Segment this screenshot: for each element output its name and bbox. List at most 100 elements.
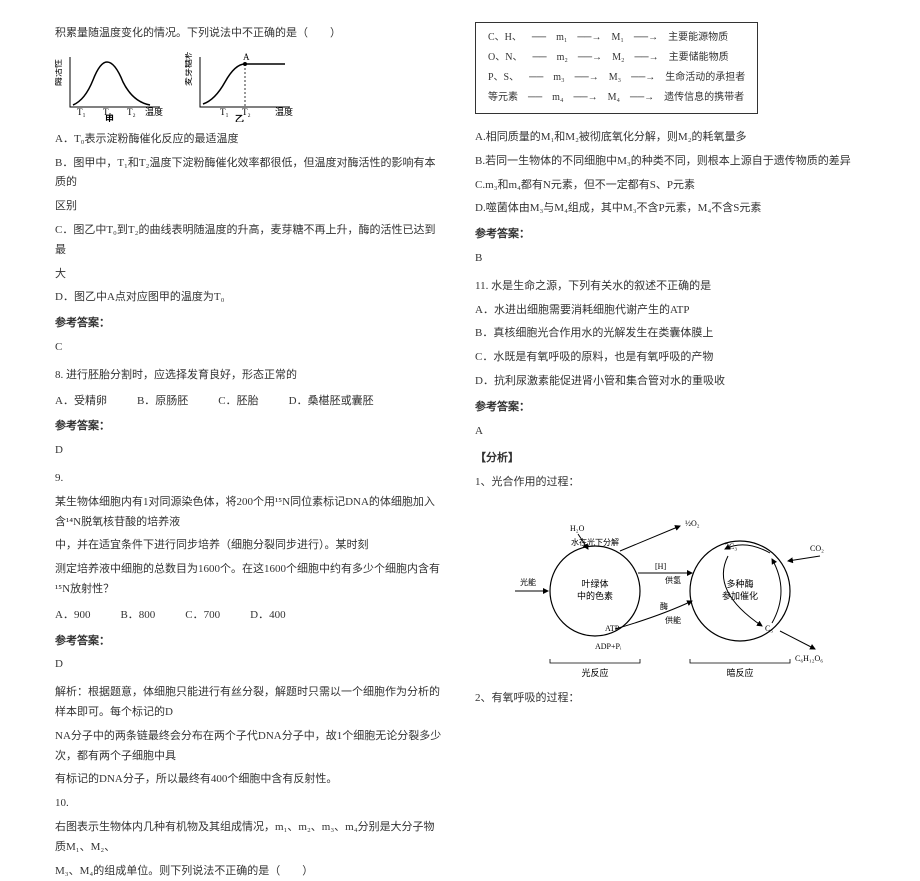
map-row-1: O、N、 ── m₂ ──→ M₂ ──→ 主要储能物质 xyxy=(484,49,749,67)
q10-optC: C.m₃和m₄都有N元素，但不一定都有S、P元素 xyxy=(475,176,865,196)
svg-text:CO₂: CO₂ xyxy=(810,544,824,553)
ans11: A xyxy=(475,422,865,442)
arrow-icon: ── xyxy=(522,89,548,107)
q8-a: A．受精卵 xyxy=(55,392,107,412)
q7-optD: D．图乙中A点对应图甲的温度为T₀ xyxy=(55,288,445,308)
svg-text:T₁: T₁ xyxy=(220,107,229,117)
arrow-icon: ──→ xyxy=(569,69,605,87)
q9-a: A．900 xyxy=(55,606,90,626)
q9: 9. xyxy=(55,469,445,489)
q9-2: 中，并在适宜条件下进行同步培养（细胞分裂同步进行）。某时刻 xyxy=(55,536,445,556)
arrow-icon: ──→ xyxy=(572,49,608,67)
svg-text:C₅: C₅ xyxy=(765,624,773,633)
charts: 酶活性 T₁ T₀ T₂ 温度 甲 A 麦芽糖积累量 T₁ T₂ 温度 乙 xyxy=(55,52,445,122)
q7-optB2: 区别 xyxy=(55,197,445,217)
composition-map: C、H、 ── m₁ ──→ M₁ ──→ 主要能源物质 O、N、 ── m₂ … xyxy=(475,22,758,114)
svg-text:供氢: 供氢 xyxy=(665,575,681,585)
q8-d: D．桑椹胚或囊胚 xyxy=(289,392,374,412)
analysis-label: 【分析】 xyxy=(475,449,865,469)
ans-label-8: 参考答案： xyxy=(55,417,445,437)
arrow-icon: ──→ xyxy=(567,89,603,107)
ana1: 1、光合作用的过程： xyxy=(475,473,865,493)
map-row-0: C、H、 ── m₁ ──→ M₁ ──→ 主要能源物质 xyxy=(484,29,749,47)
svg-text:麦芽糖积累量: 麦芽糖积累量 xyxy=(185,52,193,86)
q7-optC: C．图乙中T₀到T₂的曲线表明随温度的升高，麦芽糖不再上升，酶的活性已达到最 xyxy=(55,221,445,261)
arrow-icon: ──→ xyxy=(628,29,664,47)
map-row-3: 等元素 ── m₄ ──→ M₄ ──→ 遗传信息的携带者 xyxy=(484,89,749,107)
q11-a: A．水进出细胞需要消耗细胞代谢产生的ATP xyxy=(475,301,865,321)
q9-options: A．900 B．800 C．700 D．400 xyxy=(55,606,445,626)
svg-text:A: A xyxy=(243,52,250,62)
q7-optA: A．T₀表示淀粉酶催化反应的最适温度 xyxy=(55,130,445,150)
arrow-icon: ── xyxy=(523,69,549,87)
arrow-icon: ──→ xyxy=(624,89,660,107)
q10-2: M₃、M₄的组成单位。则下列说法不正确的是（ ） xyxy=(55,862,445,881)
svg-text:中的色素: 中的色素 xyxy=(577,590,613,601)
ans7: C xyxy=(55,338,445,358)
arrow-icon: ──→ xyxy=(628,49,664,67)
svg-text:水在光下分解: 水在光下分解 xyxy=(571,537,619,547)
photosynthesis-diagram: 叶绿体 中的色素 多种酶 参加催化 光能 H₂O 水在光下分解 ½O₂ [H] … xyxy=(510,501,830,681)
svg-text:温度: 温度 xyxy=(145,106,163,117)
chart-yi: A 麦芽糖积累量 T₁ T₂ 温度 乙 xyxy=(185,52,295,122)
right-column: C、H、 ── m₁ ──→ M₁ ──→ 主要能源物质 O、N、 ── m₂ … xyxy=(460,20,880,631)
exp9-3: 有标记的DNA分子，所以最终有400个细胞中含有反射性。 xyxy=(55,770,445,790)
map-row-2: P、S、 ── m₃ ──→ M₃ ──→ 生命活动的承担者 xyxy=(484,69,749,87)
q11-b: B．真核细胞光合作用水的光解发生在类囊体膜上 xyxy=(475,324,865,344)
q10-1: 右图表示生物体内几种有机物及其组成情况，m₁、m₂、m₃、m₄分别是大分子物质M… xyxy=(55,818,445,858)
q11-d: D．抗利尿激素能促进肾小管和集合管对水的重吸收 xyxy=(475,372,865,392)
ans8: D xyxy=(55,441,445,461)
svg-text:叶绿体: 叶绿体 xyxy=(581,578,608,589)
svg-text:光反应: 光反应 xyxy=(581,667,608,678)
ans-label-10: 参考答案： xyxy=(475,225,865,245)
q10: 10. xyxy=(55,794,445,814)
ans-label-7: 参考答案： xyxy=(55,314,445,334)
exp9-1: 解析：根据题意，体细胞只能进行有丝分裂，解题时只需以一个细胞作为分析的样本即可。… xyxy=(55,683,445,723)
svg-text:乙: 乙 xyxy=(235,114,244,122)
svg-text:½O₂: ½O₂ xyxy=(685,519,700,528)
q10-optD: D.噬菌体由M₃与M₄组成，其中M₃不含P元素，M₄不含S元素 xyxy=(475,199,865,219)
exp9-2: NA分子中的两条链最终会分布在两个子代DNA分子中，故1个细胞无论分裂多少次，都… xyxy=(55,727,445,767)
q7-optB: B．图甲中，T₁和T₂温度下淀粉酶催化效率都很低，但温度对酶活性的影响有本质的 xyxy=(55,154,445,194)
q8-b: B．原肠胚 xyxy=(137,392,188,412)
arrow-icon: ──→ xyxy=(571,29,607,47)
svg-text:甲: 甲 xyxy=(105,114,114,122)
arrow-icon: ── xyxy=(526,29,552,47)
svg-text:温度: 温度 xyxy=(275,106,293,117)
q11: 11. 水是生命之源，下列有关水的叙述不正确的是 xyxy=(475,277,865,297)
svg-text:T₂: T₂ xyxy=(127,107,136,117)
svg-text:C₆H₁₂O₆: C₆H₁₂O₆ xyxy=(795,654,823,663)
svg-text:H₂O: H₂O xyxy=(570,524,585,533)
svg-text:多种酶: 多种酶 xyxy=(726,578,753,589)
chart-jia: 酶活性 T₁ T₀ T₂ 温度 甲 xyxy=(55,52,165,122)
ans10: B xyxy=(475,249,865,269)
q8: 8. 进行胚胎分割时，应选择发育良好，形态正常的 xyxy=(55,366,445,386)
svg-text:[H]: [H] xyxy=(655,562,666,571)
q10-optB: B.若同一生物体的不同细胞中M₃的种类不同，则根本上源自于遗传物质的差异 xyxy=(475,152,865,172)
svg-text:供能: 供能 xyxy=(665,615,681,625)
svg-text:T₁: T₁ xyxy=(77,107,86,117)
q9-d: D．400 xyxy=(250,606,285,626)
svg-text:ADP+Pᵢ: ADP+Pᵢ xyxy=(595,642,622,651)
q9-1: 某生物体细胞内有1对同源染色体，将200个用¹⁵N同位素标记DNA的体细胞加入含… xyxy=(55,493,445,533)
ana2: 2、有氧呼吸的过程： xyxy=(475,689,865,709)
q8-options: A．受精卵 B．原肠胚 C．胚胎 D．桑椹胚或囊胚 xyxy=(55,392,445,412)
q10-optA: A.相同质量的M₁和M₂被彻底氧化分解，则M₂的耗氧量多 xyxy=(475,128,865,148)
ans9: D xyxy=(55,655,445,675)
svg-text:光能: 光能 xyxy=(520,577,536,587)
q11-c: C．水既是有氧呼吸的原料，也是有氧呼吸的产物 xyxy=(475,348,865,368)
q8-c: C．胚胎 xyxy=(218,392,258,412)
q7-intro: 积累量随温度变化的情况。下列说法中不正确的是（ ） xyxy=(55,24,445,44)
q9-b: B．800 xyxy=(120,606,155,626)
arrow-icon: ── xyxy=(526,49,552,67)
ans-label-11: 参考答案： xyxy=(475,398,865,418)
arrow-icon: ──→ xyxy=(625,69,661,87)
svg-text:暗反应: 暗反应 xyxy=(726,667,753,678)
q7-optC2: 大 xyxy=(55,265,445,285)
svg-text:酶活性: 酶活性 xyxy=(55,59,63,86)
left-column: 积累量随温度变化的情况。下列说法中不正确的是（ ） 酶活性 T₁ T₀ T₂ 温… xyxy=(40,20,460,631)
svg-text:酶: 酶 xyxy=(660,601,668,611)
q9-c: C．700 xyxy=(185,606,220,626)
q9-3: 测定培养液中细胞的总数目为1600个。在这1600个细胞中约有多少个细胞内含有¹… xyxy=(55,560,445,600)
ans-label-9: 参考答案： xyxy=(55,632,445,652)
